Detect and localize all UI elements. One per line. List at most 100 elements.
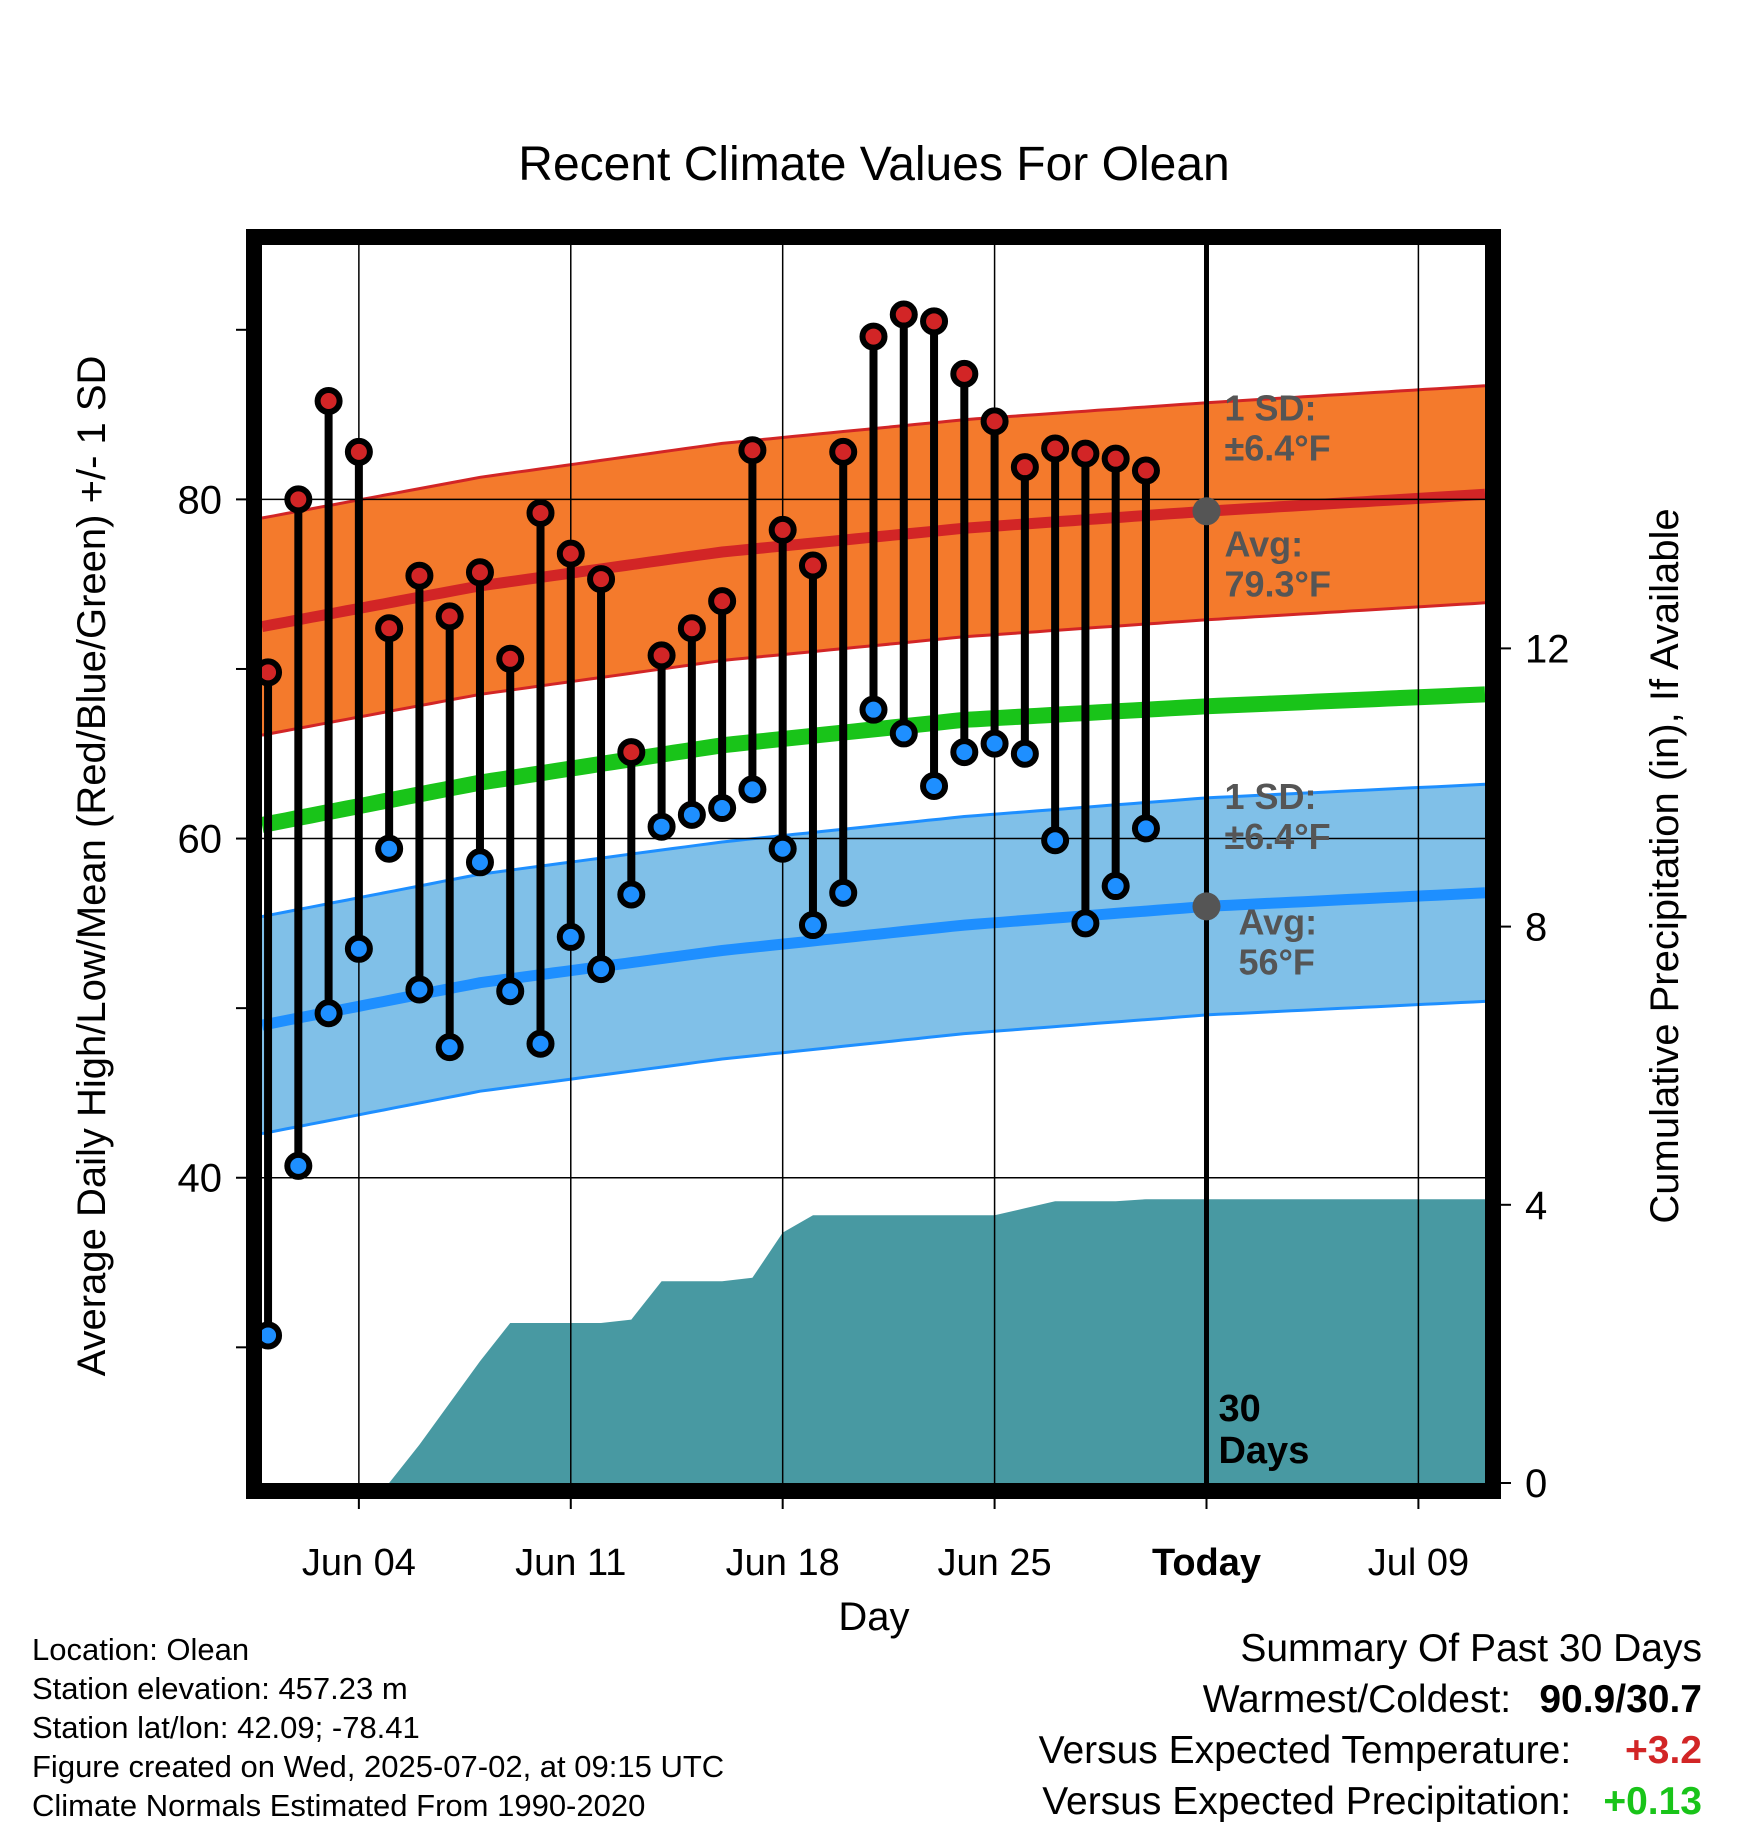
precip-area [262, 1199, 1485, 1483]
daily-low-point [859, 695, 888, 724]
warm-cold-value: 90.9/30.7 [1539, 1678, 1702, 1721]
warm-cold-row: Warmest/Coldest: 90.9/30.7 [1039, 1674, 1702, 1725]
normal-low-line [260, 887, 1486, 1031]
daily-low-point [556, 922, 585, 951]
high-avg-title: Avg: [1224, 523, 1303, 564]
daily-high-point [920, 307, 949, 336]
daily-low-point [1101, 872, 1130, 901]
daily-high-point [768, 515, 797, 544]
daily-low-point [375, 834, 404, 863]
low-band-lower-edge [261, 999, 1486, 1136]
daily-low-point [708, 794, 737, 823]
y2-tick-label: 4 [1525, 1184, 1547, 1228]
daily-high-point [677, 614, 706, 643]
today-low-avg-dot [1192, 892, 1221, 921]
daily-low-point [1010, 739, 1039, 768]
daily-low-point [284, 1151, 313, 1180]
daily-low-point [617, 880, 646, 909]
daily-low-point [768, 834, 797, 863]
high-sd-title: 1 SD: [1224, 388, 1316, 429]
temp-row: Versus Expected Temperature: +3.2 [1039, 1725, 1702, 1776]
summary-panel: Summary Of Past 30 Days Warmest/Coldest:… [1039, 1623, 1702, 1827]
x-tick-label: Jun 11 [515, 1542, 626, 1584]
axes: Jun 04 Jun 11 Jun 18 Jun 25 Today Jul 0940608… [178, 328, 1570, 1584]
daily-high-point [405, 561, 434, 590]
daily-low-point [496, 977, 525, 1006]
daily-low-point [1131, 814, 1160, 843]
today-high-avg-dot [1192, 497, 1221, 526]
daily-high-point [284, 485, 313, 514]
normal-mean-line [260, 686, 1486, 833]
y2-tick-label: 8 [1525, 906, 1547, 950]
latlon-text: Station lat/lon: 42.09; -78.41 [32, 1710, 420, 1745]
daily-low-point [798, 911, 827, 940]
daily-high-point [435, 602, 464, 631]
low-band-upper-edge [261, 782, 1486, 919]
x-tick-label: Today [1152, 1542, 1261, 1584]
y-axis-label: Average Daily High/Low/Mean (Red/Blue/Gr… [70, 356, 114, 1377]
chart-title: Recent Climate Values For Olean [518, 138, 1229, 191]
temp-label: Versus Expected Temperature: [1038, 1729, 1572, 1772]
temp-value: +3.2 [1625, 1729, 1702, 1772]
daily-high-point [314, 387, 343, 416]
daily-high-point [1071, 439, 1100, 468]
daily-high-point [1131, 456, 1160, 485]
daily-high-point [708, 587, 737, 616]
precip-row: Versus Expected Precipitation: +0.13 [1039, 1776, 1702, 1827]
created-text: Figure created on Wed, 2025-07-02, at 09… [32, 1749, 725, 1784]
low-sd-title: 1 SD: [1224, 776, 1316, 817]
precip-value: +0.13 [1603, 1780, 1702, 1823]
today-days-label: 30 [1218, 1388, 1260, 1430]
daily-high-point [889, 300, 918, 329]
daily-high-point [617, 738, 646, 767]
summary-title: Summary Of Past 30 Days [1240, 1627, 1702, 1670]
daily-low-point [920, 771, 949, 800]
today-days-label-unit: Days [1218, 1430, 1309, 1472]
daily-high-point [556, 539, 585, 568]
high-avg-value: 79.3°F [1224, 563, 1330, 604]
y2-tick-label: 12 [1525, 627, 1570, 671]
daily-low-point [587, 955, 616, 984]
daily-low-point [889, 719, 918, 748]
daily-high-point [375, 614, 404, 643]
daily-low-point [677, 800, 706, 829]
y-tick-label: 60 [178, 818, 223, 862]
x-tick-label: Jun 18 [726, 1542, 840, 1584]
daily-high-point [526, 498, 555, 527]
precip-label: Versus Expected Precipitation: [1042, 1780, 1572, 1823]
y-tick-label: 40 [178, 1157, 223, 1201]
x-axis-label: Day [838, 1595, 909, 1639]
daily-high-point [829, 437, 858, 466]
daily-high-point [647, 641, 676, 670]
daily-high-point [587, 565, 616, 594]
daily-high-point [980, 407, 1009, 436]
daily-high-point [950, 359, 979, 388]
daily-high-point [1101, 444, 1130, 473]
low-sd-value: ±6.4°F [1224, 816, 1330, 857]
daily-high-point [344, 437, 373, 466]
daily-low-point [950, 738, 979, 767]
daily-low-point [1041, 826, 1070, 855]
location-text: Location: Olean [32, 1632, 250, 1667]
warm-cold-label: Warmest/Coldest: [1202, 1678, 1512, 1721]
x-tick-label: Jun 25 [938, 1542, 1052, 1584]
daily-high-point [465, 558, 494, 587]
daily-low-point [435, 1033, 464, 1062]
low-avg-title: Avg: [1238, 901, 1317, 942]
plot-frame [246, 229, 1501, 1499]
x-tick-label: Jun 04 [302, 1542, 416, 1584]
normals-text: Climate Normals Estimated From 1990-2020 [32, 1788, 646, 1823]
daily-low-point [405, 975, 434, 1004]
x-tick-label: Jul 09 [1368, 1542, 1469, 1584]
daily-low-point [829, 878, 858, 907]
station-info: Location: Olean Station elevation: 457.2… [32, 1630, 724, 1825]
daily-low-point [344, 934, 373, 963]
daily-low-point [526, 1029, 555, 1058]
plot-border [246, 229, 1501, 1499]
daily-high-point [496, 644, 525, 673]
y2-tick-label: 0 [1525, 1462, 1547, 1506]
cumulative-precip-area [262, 1199, 1485, 1483]
daily-low-point [1071, 909, 1100, 938]
daily-high-point [859, 322, 888, 351]
